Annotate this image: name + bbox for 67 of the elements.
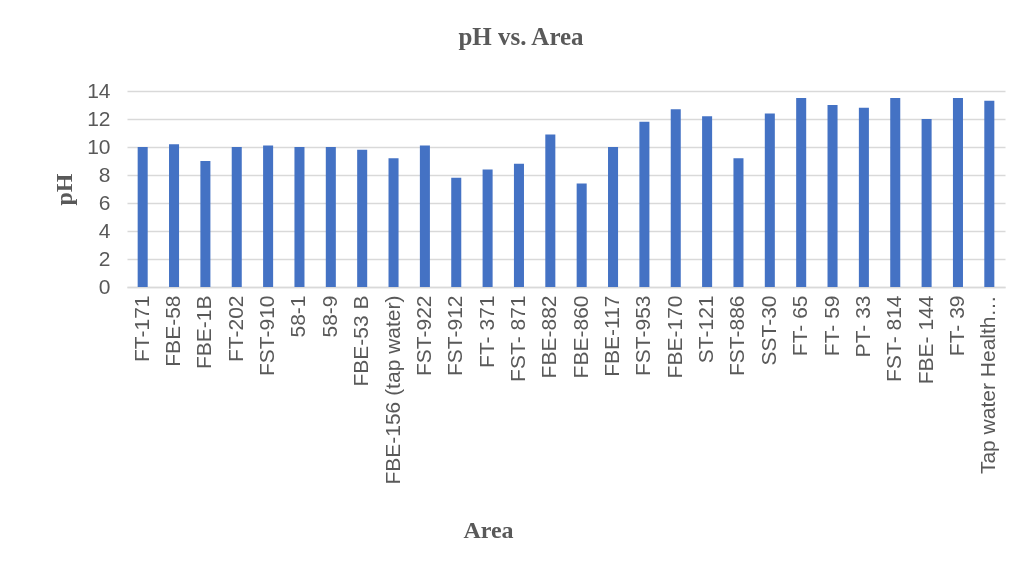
bar (921, 119, 932, 287)
y-tick-label: 6 (98, 190, 111, 214)
bar (231, 147, 242, 287)
bar (608, 147, 619, 287)
y-tick-label: 12 (87, 106, 111, 130)
bar (576, 183, 587, 287)
x-tick-label: Tap water Health… (976, 295, 1000, 475)
x-tick-label: FT-202 (223, 295, 247, 363)
y-tick-label: 4 (98, 218, 111, 242)
x-tick-label: FST-953 (631, 295, 655, 377)
x-axis-title: Area (463, 516, 514, 543)
bar (952, 98, 963, 287)
bar (451, 177, 462, 287)
bar (733, 158, 744, 287)
x-tick-label: FBE- 144 (913, 295, 937, 385)
x-tick-label: FST- 814 (882, 295, 906, 382)
x-tick-label: 58-1 (286, 295, 310, 338)
x-tick-label: FT- 65 (788, 295, 812, 357)
bar (545, 134, 556, 287)
x-tick-label: SST-30 (756, 295, 780, 366)
y-tick-label: 0 (98, 274, 111, 298)
bar (419, 145, 430, 287)
x-tick-label: FBE-860 (568, 295, 592, 379)
bar (200, 161, 211, 287)
x-tick-label: FBE-53 B (349, 295, 373, 387)
chart-title: pH vs. Area (458, 23, 585, 50)
y-tick-label: 10 (87, 134, 111, 158)
x-tick-label: FBE-882 (537, 295, 561, 379)
bar (137, 147, 148, 287)
x-tick-label: FT- 39 (944, 295, 968, 357)
bar (263, 145, 274, 287)
x-tick-label: FST-912 (443, 295, 467, 377)
bar (796, 98, 807, 287)
x-tick-label: FST-886 (725, 295, 749, 377)
bar (169, 144, 180, 287)
x-tick-label: FST-910 (255, 295, 279, 377)
y-tick-label: 14 (87, 78, 111, 102)
x-tick-label: 58-9 (317, 295, 341, 338)
bar (827, 105, 838, 287)
bar (482, 169, 493, 287)
bar (858, 107, 869, 287)
x-tick-label: FT-171 (129, 295, 153, 363)
bar (984, 100, 995, 287)
bar (639, 121, 650, 287)
bar (357, 149, 368, 287)
x-tick-label: FBE-58 (161, 295, 185, 367)
y-tick-label: 2 (98, 246, 111, 270)
x-tick-label: ST-121 (694, 295, 718, 364)
bar (670, 109, 681, 287)
x-tick-label: FBE-170 (662, 295, 686, 379)
x-tick-label: FT- 59 (819, 295, 843, 357)
x-tick-label: FT- 371 (474, 295, 498, 368)
bar (388, 158, 399, 287)
x-tick-label: FBE-1B (192, 295, 216, 370)
bar (325, 147, 336, 287)
bar (513, 163, 524, 287)
x-tick-label: FBE-117 (600, 295, 624, 377)
x-tick-label: FBE-156 (tap water) (380, 295, 404, 485)
x-tick-label: FST- 871 (505, 295, 529, 382)
bar (294, 147, 305, 287)
x-tick-label: PT- 33 (850, 295, 874, 358)
x-tick-label: FST-922 (411, 295, 435, 377)
bar (890, 98, 901, 287)
bar (764, 113, 775, 287)
bar (702, 116, 713, 287)
y-tick-label: 8 (98, 162, 111, 186)
y-axis-title: pH (51, 173, 78, 206)
